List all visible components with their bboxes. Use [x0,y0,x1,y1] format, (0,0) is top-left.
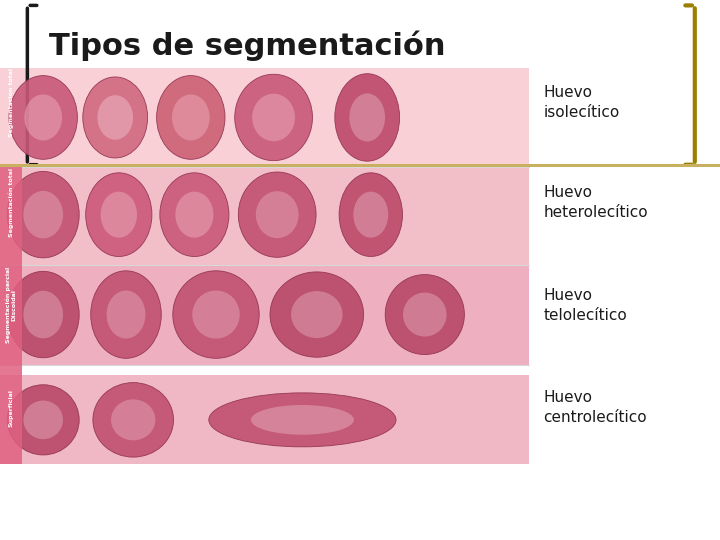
Bar [0,165,529,265]
Text: Huevo
isolecítico: Huevo isolecítico [544,85,620,120]
Ellipse shape [7,384,79,455]
Ellipse shape [238,172,316,258]
Text: Superficial: Superficial [9,389,13,427]
Ellipse shape [23,401,63,439]
Ellipse shape [235,74,312,160]
Ellipse shape [172,94,210,140]
Ellipse shape [101,192,137,238]
Text: Segmentación total: Segmentación total [8,68,14,137]
Ellipse shape [339,173,402,256]
Ellipse shape [107,291,145,339]
Ellipse shape [252,94,295,141]
Ellipse shape [93,382,174,457]
Text: Huevo
telolecítico: Huevo telolecítico [544,288,627,322]
Ellipse shape [256,191,299,238]
Ellipse shape [23,191,63,238]
Ellipse shape [270,272,364,357]
Text: Huevo
heterolecítico: Huevo heterolecítico [544,185,648,220]
Ellipse shape [7,172,79,258]
Ellipse shape [160,173,229,256]
Ellipse shape [385,275,464,355]
Text: Huevo
centrolecítico: Huevo centrolecítico [544,390,647,425]
Ellipse shape [349,93,385,141]
Bar [0,375,529,464]
Ellipse shape [9,76,78,159]
Ellipse shape [7,271,79,357]
Ellipse shape [24,94,62,140]
Ellipse shape [251,405,354,435]
Ellipse shape [192,291,240,339]
Ellipse shape [157,76,225,159]
Text: Segmentación parcial
Discoidal: Segmentación parcial Discoidal [5,267,17,343]
Ellipse shape [173,271,259,359]
Text: Tipos de segmentación: Tipos de segmentación [49,31,446,61]
Ellipse shape [354,192,388,238]
Ellipse shape [97,95,133,140]
Ellipse shape [83,77,148,158]
Ellipse shape [86,173,152,256]
Bar [0,68,529,167]
Bar [0,164,720,167]
Ellipse shape [23,291,63,338]
Bar [0,165,22,464]
Ellipse shape [403,293,446,336]
Text: Segmentación total: Segmentación total [8,168,14,237]
Ellipse shape [176,192,213,238]
Bar [0,265,529,365]
Ellipse shape [91,271,161,359]
Ellipse shape [111,400,156,440]
Ellipse shape [335,73,400,161]
Ellipse shape [291,291,343,338]
Ellipse shape [209,393,396,447]
